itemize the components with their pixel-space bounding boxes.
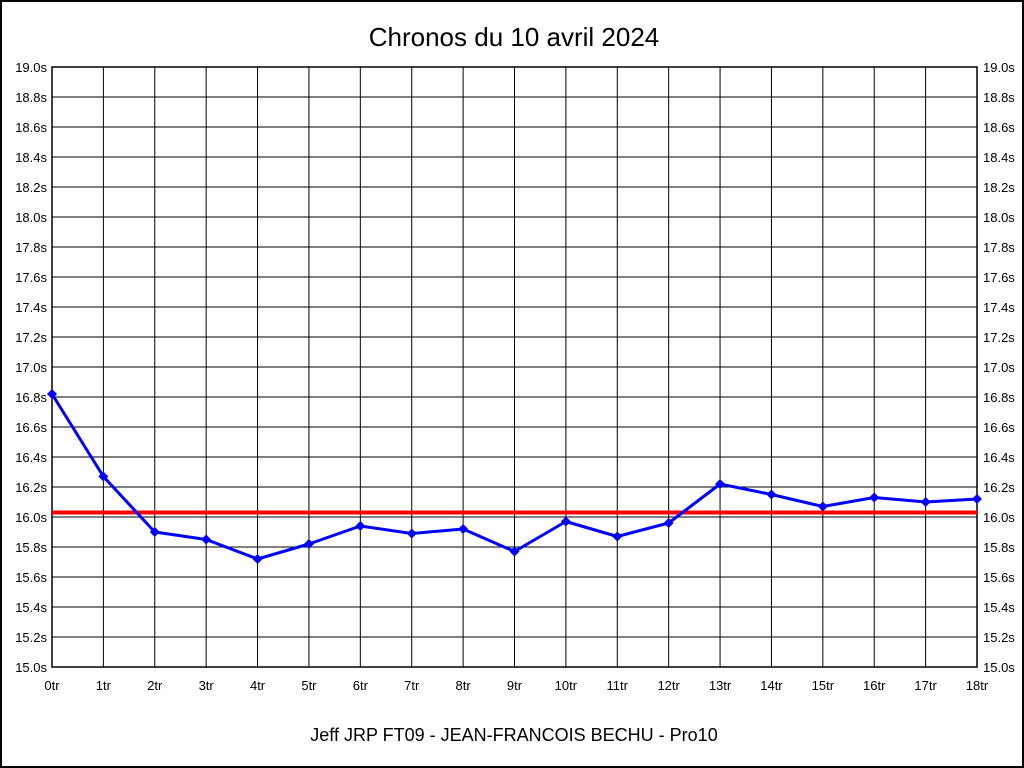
x-tick-label: 2tr <box>147 678 163 693</box>
x-tick-label: 0tr <box>44 678 60 693</box>
x-tick-label: 10tr <box>555 678 578 693</box>
y-tick-label-right: 18.0s <box>983 210 1015 225</box>
data-point <box>715 479 726 489</box>
y-tick-label-right: 18.2s <box>983 180 1015 195</box>
y-tick-label-left: 15.0s <box>15 660 47 675</box>
y-tick-label-left: 16.6s <box>15 420 47 435</box>
data-point <box>869 492 880 503</box>
y-tick-label-right: 17.6s <box>983 270 1015 285</box>
y-tick-label-right: 16.4s <box>983 450 1015 465</box>
x-tick-label: 3tr <box>199 678 215 693</box>
y-tick-label-left: 17.4s <box>15 300 47 315</box>
y-tick-label-right: 17.8s <box>983 240 1015 255</box>
y-tick-label-left: 18.6s <box>15 120 47 135</box>
y-tick-label-left: 16.4s <box>15 450 47 465</box>
y-tick-label-left: 15.2s <box>15 630 47 645</box>
data-point <box>920 497 931 507</box>
y-tick-label-right: 18.8s <box>983 90 1015 105</box>
y-tick-label-left: 15.8s <box>15 540 47 555</box>
x-tick-label: 8tr <box>456 678 472 693</box>
plot-area: 15.0s 15.0s 15.2s 15.2s 15.4s 15.4s 15.6s 15.6s… <box>15 60 1015 693</box>
y-tick-label-left: 17.0s <box>15 360 47 375</box>
y-tick-label-left: 16.0s <box>15 510 47 525</box>
y-tick-label-right: 18.4s <box>983 150 1015 165</box>
data-point <box>766 489 777 500</box>
data-point <box>303 539 314 549</box>
y-tick-label-left: 18.2s <box>15 180 47 195</box>
x-tick-label: 9tr <box>507 678 523 693</box>
y-tick-label-right: 17.2s <box>983 330 1015 345</box>
y-tick-label-left: 15.6s <box>15 570 47 585</box>
x-tick-label: 18tr <box>966 678 989 693</box>
y-tick-label-right: 16.0s <box>983 510 1015 525</box>
data-point <box>201 534 212 545</box>
x-tick-label: 1tr <box>96 678 112 693</box>
x-tick-label: 17tr <box>914 678 937 693</box>
y-tick-label-right: 16.6s <box>983 420 1015 435</box>
y-tick-label-right: 17.0s <box>983 360 1015 375</box>
y-tick-label-right: 19.0s <box>983 60 1015 75</box>
data-point <box>149 527 160 537</box>
y-tick-label-right: 17.4s <box>983 300 1015 315</box>
x-tick-label: 6tr <box>353 678 369 693</box>
x-tick-label: 15tr <box>812 678 835 693</box>
x-tick-label: 16tr <box>863 678 886 693</box>
y-tick-label-right: 18.6s <box>983 120 1015 135</box>
y-tick-label-right: 15.2s <box>983 630 1015 645</box>
data-point <box>509 546 520 557</box>
x-tick-label: 4tr <box>250 678 266 693</box>
x-tick-label: 5tr <box>301 678 317 693</box>
y-tick-label-left: 17.2s <box>15 330 47 345</box>
data-point <box>972 494 982 504</box>
y-tick-label-left: 15.4s <box>15 600 47 615</box>
data-point <box>817 501 828 512</box>
y-tick-label-left: 17.8s <box>15 240 47 255</box>
data-point <box>612 531 623 542</box>
chart-title: Chronos du 10 avril 2024 <box>369 22 660 52</box>
data-point <box>47 389 57 399</box>
data-point <box>355 521 366 531</box>
y-tick-label-right: 15.4s <box>983 600 1015 615</box>
data-point <box>560 516 571 527</box>
y-tick-label-right: 15.0s <box>983 660 1015 675</box>
plot-border <box>51 66 978 668</box>
x-tick-label: 11tr <box>607 678 629 693</box>
x-tick-label: 7tr <box>404 678 420 693</box>
y-tick-label-right: 16.2s <box>983 480 1015 495</box>
y-tick-label-left: 18.4s <box>15 150 47 165</box>
y-tick-label-left: 17.6s <box>15 270 47 285</box>
x-tick-label: 13tr <box>709 678 732 693</box>
data-point <box>98 471 109 482</box>
data-point <box>252 554 263 564</box>
data-point <box>458 524 469 534</box>
data-point <box>663 518 674 528</box>
x-tick-label: 14tr <box>760 678 783 693</box>
y-tick-label-left: 18.8s <box>15 90 47 105</box>
data-point <box>406 528 417 539</box>
y-tick-label-right: 15.8s <box>983 540 1015 555</box>
y-tick-label-left: 16.2s <box>15 480 47 495</box>
x-tick-label: 12tr <box>657 678 680 693</box>
y-tick-label-right: 16.8s <box>983 390 1015 405</box>
y-tick-label-right: 15.6s <box>983 570 1015 585</box>
y-tick-label-left: 16.8s <box>15 390 47 405</box>
y-tick-label-left: 18.0s <box>15 210 47 225</box>
chart-caption: Jeff JRP FT09 - JEAN-FRANCOIS BECHU - Pr… <box>310 725 717 745</box>
y-tick-label-left: 19.0s <box>15 60 47 75</box>
